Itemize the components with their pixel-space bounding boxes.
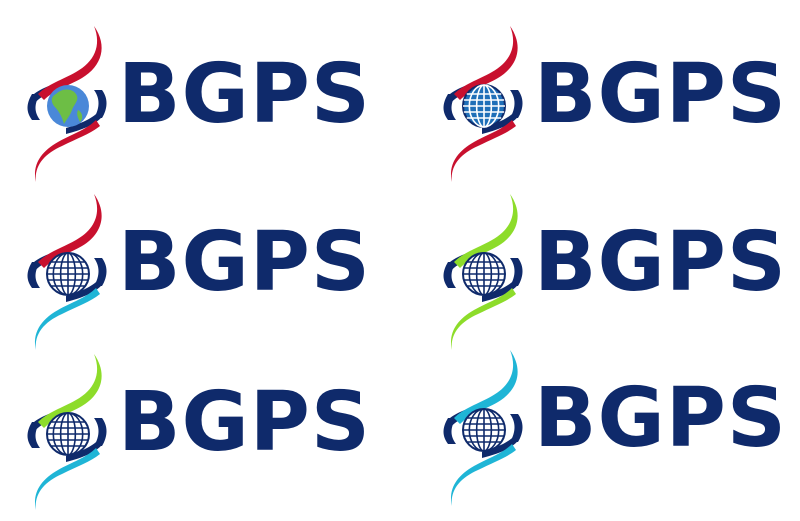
logo-wordmark: BGPS bbox=[118, 375, 371, 470]
globe-grid bbox=[47, 412, 89, 456]
logo-variant-5: BGPS bbox=[22, 352, 382, 512]
dna-globe-icon bbox=[443, 26, 523, 182]
globe-continent bbox=[77, 110, 83, 122]
dna-globe-icon bbox=[443, 350, 523, 506]
helix-lower-ribbon bbox=[34, 288, 100, 350]
globe-grid bbox=[463, 84, 505, 128]
helix-navy-band-bottom bbox=[482, 434, 520, 458]
logo-wordmark: BGPS bbox=[534, 215, 787, 310]
logo-variant-3: BGPS bbox=[22, 192, 382, 352]
dna-globe-icon bbox=[27, 26, 107, 182]
dna-globe-icon bbox=[443, 194, 523, 350]
logo-wordmark: BGPS bbox=[118, 47, 371, 142]
helix-lower-ribbon bbox=[450, 288, 516, 350]
helix-back-loop-right bbox=[94, 90, 107, 118]
logo-wordmark: BGPS bbox=[118, 215, 371, 310]
helix-back-loop-left bbox=[443, 94, 456, 120]
globe-continent bbox=[51, 89, 78, 124]
helix-back-loop-left bbox=[27, 422, 40, 448]
helix-back-loop-right bbox=[94, 418, 107, 446]
dna-globe-icon bbox=[27, 354, 107, 510]
helix-back-loop-left bbox=[27, 262, 40, 288]
logo-wordmark: BGPS bbox=[534, 47, 787, 142]
helix-navy-band-bottom bbox=[482, 278, 520, 302]
helix-navy-band-bottom bbox=[66, 438, 104, 462]
helix-upper-ribbon bbox=[38, 354, 102, 428]
logo-variant-6: BGPS bbox=[438, 348, 798, 508]
logo-variant-4: BGPS bbox=[438, 192, 798, 352]
helix-upper-ribbon bbox=[454, 26, 518, 100]
logo-wordmark: BGPS bbox=[534, 371, 787, 466]
helix-navy-band-bottom bbox=[66, 110, 104, 134]
helix-navy-band-bottom bbox=[482, 110, 520, 134]
helix-back-loop-right bbox=[94, 258, 107, 286]
helix-back-loop-right bbox=[510, 90, 523, 118]
globe-grid bbox=[463, 252, 505, 296]
helix-lower-ribbon bbox=[34, 448, 100, 510]
helix-upper-ribbon bbox=[38, 26, 102, 100]
helix-back-loop-left bbox=[27, 94, 40, 120]
helix-back-loop-right bbox=[510, 414, 523, 442]
logo-variant-2: BGPS bbox=[438, 24, 798, 184]
globe-grid bbox=[47, 252, 89, 296]
helix-back-loop-right bbox=[510, 258, 523, 286]
helix-upper-ribbon bbox=[454, 194, 518, 268]
helix-lower-ribbon bbox=[450, 444, 516, 506]
helix-navy-band-bottom bbox=[66, 278, 104, 302]
helix-back-loop-left bbox=[443, 418, 456, 444]
helix-lower-ribbon bbox=[34, 120, 100, 182]
helix-back-loop-left bbox=[443, 262, 456, 288]
dna-globe-icon bbox=[27, 194, 107, 350]
logo-variant-1: BGPS bbox=[22, 24, 382, 184]
helix-upper-ribbon bbox=[454, 350, 518, 424]
helix-lower-ribbon bbox=[450, 120, 516, 182]
globe-grid bbox=[463, 408, 505, 452]
helix-upper-ribbon bbox=[38, 194, 102, 268]
